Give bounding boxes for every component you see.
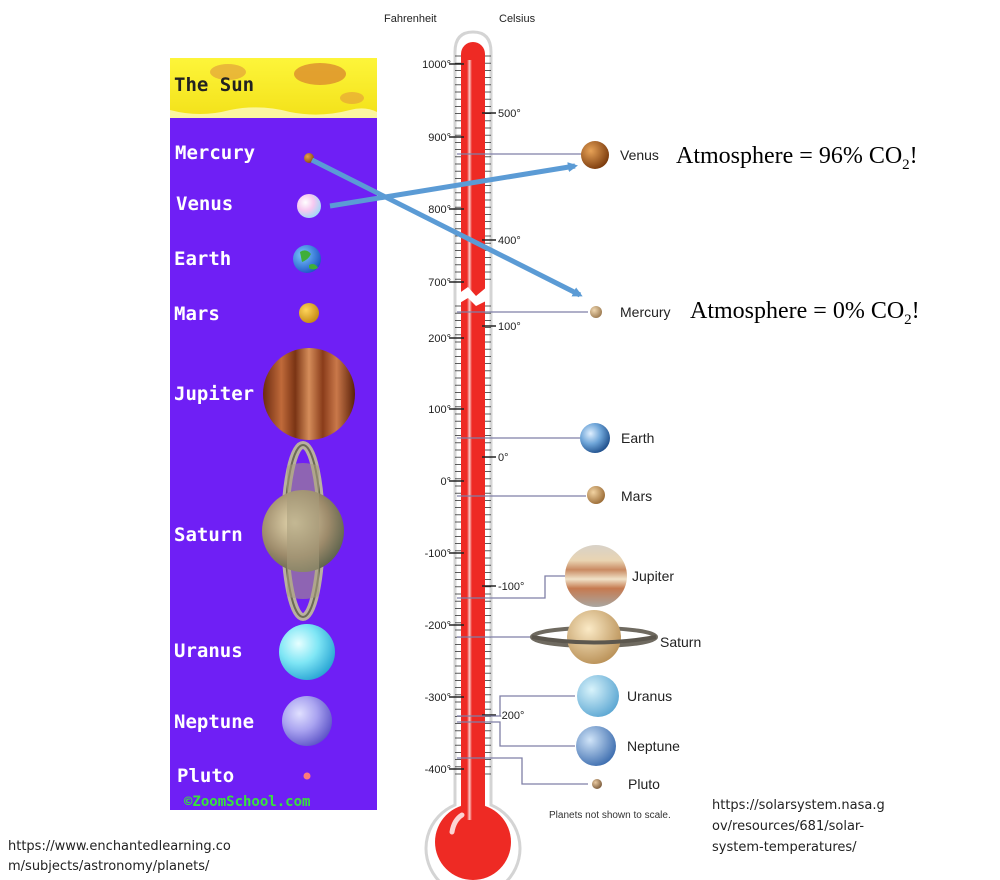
left-planet-label: Earth [174, 248, 231, 270]
copyright-label: ©ZoomSchool.com [184, 794, 310, 810]
mars-icon [299, 303, 319, 323]
planet-label: Venus [620, 147, 659, 163]
f-tick-label: 700° [428, 277, 451, 289]
sun-spot [294, 63, 346, 85]
venus-arrow [329, 162, 578, 209]
left-planet-label: Uranus [174, 640, 243, 662]
planet-order-panel: The Sun Mercury Venus Earth Mars Jupiter… [170, 58, 377, 810]
mercury-atmosphere-note: Atmosphere = 0% CO2! [690, 298, 920, 328]
planet-label: Neptune [627, 738, 680, 754]
temperature-leader-lines [457, 153, 588, 785]
left-planet-label: Pluto [177, 765, 234, 787]
scale-ticks [449, 55, 496, 775]
jupiter-icon [565, 545, 627, 607]
celsius-ticks: 500° 400° 100° 0° -100° -200° [498, 108, 524, 722]
uranus-icon [577, 675, 619, 717]
jupiter-icon [263, 348, 355, 440]
panel-background [170, 112, 377, 810]
venus-icon [297, 194, 321, 218]
left-planet-label: Venus [176, 193, 233, 215]
uranus-icon [279, 624, 335, 680]
fahrenheit-label: Fahrenheit [384, 13, 437, 25]
f-tick-label: 200° [428, 333, 451, 345]
thermometer: Fahrenheit Celsius 1000° 900° 800° 700° … [384, 13, 536, 880]
venus-icon [581, 141, 609, 169]
c-tick-label: -100° [498, 581, 524, 593]
tube-shine [467, 60, 472, 820]
sun-edge [170, 107, 377, 118]
source-line: https://www.enchantedlearning.co [8, 839, 231, 854]
scale-note: Planets not shown to scale. [549, 810, 671, 821]
left-planet-label: Mars [174, 303, 220, 325]
f-tick-label: 1000° [422, 59, 451, 71]
left-planet-label: Saturn [174, 524, 243, 546]
fahrenheit-ticks: 1000° 900° 800° 700° 200° 100° 0° -100° … [422, 59, 451, 776]
thermometer-planets: Venus Mercury Earth Mars Jupiter Saturn … [530, 141, 701, 821]
scale-break [458, 286, 488, 306]
mars-icon [587, 486, 605, 504]
saturn-icon [262, 441, 344, 621]
planet-label: Pluto [628, 776, 660, 792]
planet-label: Mercury [620, 304, 671, 320]
sun-spot [210, 64, 246, 80]
f-tick-label: -300° [425, 692, 451, 704]
sun-band [170, 58, 377, 116]
mercury-column [461, 42, 485, 827]
source-line: ov/resources/681/solar- [712, 819, 864, 834]
f-tick-label: 0° [440, 476, 451, 488]
f-tick-label: 100° [428, 404, 451, 416]
f-tick-label: 800° [428, 204, 451, 216]
source-line: m/subjects/astronomy/planets/ [8, 859, 210, 874]
comparison-arrows [310, 157, 583, 298]
c-tick-label: 100° [498, 321, 521, 333]
left-planet-label: Mercury [175, 142, 255, 164]
c-tick-label: 400° [498, 235, 521, 247]
earth-icon [580, 423, 610, 453]
left-planet-label: Jupiter [174, 383, 254, 405]
planet-label: Mars [621, 488, 652, 504]
pluto-icon [303, 772, 311, 780]
planet-label: Earth [621, 430, 654, 446]
f-tick-label: -400° [425, 764, 451, 776]
venus-atmosphere-note: Atmosphere = 96% CO2! [676, 143, 918, 173]
sun-spot [340, 92, 364, 104]
pluto-icon [592, 779, 602, 789]
c-tick-label: 0° [498, 452, 509, 464]
f-tick-label: -100° [425, 548, 451, 560]
bulb-shine [449, 812, 465, 835]
mercury-arrow [310, 157, 583, 298]
source-line: https://solarsystem.nasa.g [712, 798, 885, 813]
planet-label: Jupiter [632, 568, 674, 584]
source-line: system-temperatures/ [712, 840, 857, 855]
earth-icon [293, 245, 321, 273]
planet-label: Uranus [627, 688, 672, 704]
left-planet-label: Neptune [174, 711, 254, 733]
neptune-icon [282, 696, 332, 746]
planet-label: Saturn [660, 634, 701, 650]
neptune-icon [576, 726, 616, 766]
left-source: https://www.enchantedlearning.co m/subje… [8, 839, 231, 874]
c-tick-label: -200° [498, 710, 524, 722]
celsius-label: Celsius [499, 13, 536, 25]
sun-label: The Sun [174, 74, 254, 96]
mercury-icon [304, 153, 314, 163]
right-source: https://solarsystem.nasa.g ov/resources/… [712, 798, 885, 855]
mercury-icon [590, 306, 602, 318]
c-tick-label: 500° [498, 108, 521, 120]
saturn-icon [530, 610, 658, 664]
f-tick-label: 900° [428, 132, 451, 144]
f-tick-label: -200° [425, 620, 451, 632]
thermometer-bulb [435, 804, 511, 880]
